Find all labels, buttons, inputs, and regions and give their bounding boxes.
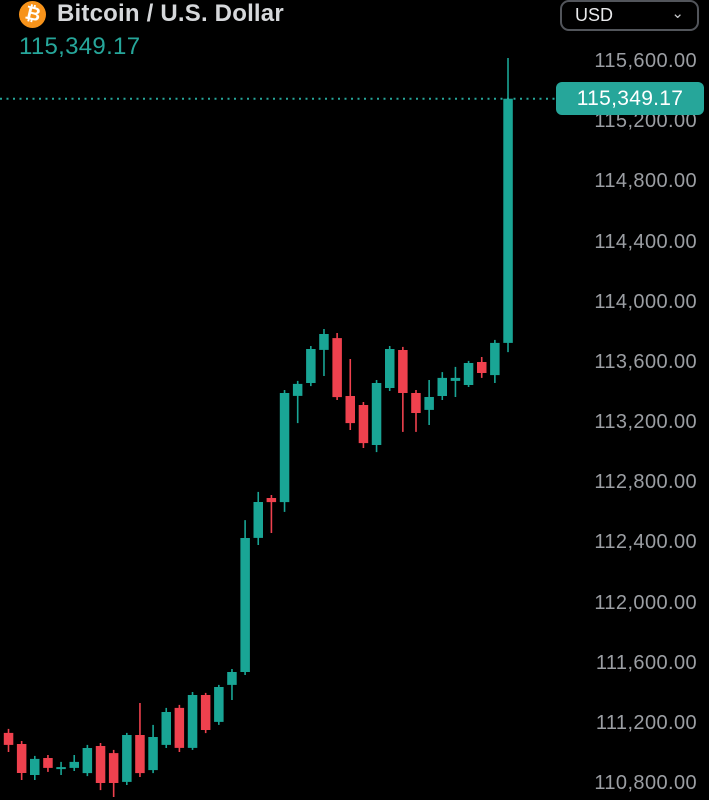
candle-body <box>292 383 303 396</box>
symbol-title: Bitcoin / U.S. Dollar <box>57 0 284 27</box>
candle-body <box>398 350 408 393</box>
last-price-badge: 115,349.17 <box>556 82 704 116</box>
price-axis-label: 114,400.00 <box>594 230 697 253</box>
candle-body <box>358 405 369 444</box>
candle-body <box>174 707 185 748</box>
currency-select-value: USD <box>575 5 614 25</box>
price-axis-label: 113,600.00 <box>594 350 697 373</box>
price-axis-label: 112,400.00 <box>594 531 697 554</box>
price-axis-label: 112,000.00 <box>594 591 697 614</box>
bitcoin-icon: ₿ <box>19 1 46 28</box>
candle-body <box>503 98 513 343</box>
candle-body <box>200 695 211 730</box>
candle-body <box>477 362 487 373</box>
price-axis-label: 114,000.00 <box>594 290 697 313</box>
candle-body <box>385 349 395 388</box>
candle-body <box>161 712 171 745</box>
currency-select[interactable]: USD ⌄ <box>560 0 699 31</box>
price-axis-label: 115,200.00 <box>594 110 697 133</box>
candle-body <box>279 393 290 503</box>
candle-body <box>135 735 145 774</box>
candle-body <box>108 753 119 783</box>
chevron-down-icon: ⌄ <box>671 5 684 22</box>
price-axis-label: 115,600.00 <box>594 50 697 72</box>
candle-body <box>490 342 500 376</box>
candle-body <box>56 767 66 770</box>
candle-body <box>463 363 474 385</box>
candle-body <box>214 687 224 722</box>
candle-body <box>69 761 79 768</box>
price-axis-label: 110,800.00 <box>594 772 697 794</box>
bitcoin-glyph: ₿ <box>22 2 43 27</box>
candle-body <box>411 393 421 413</box>
price-axis-label: 114,800.00 <box>594 170 697 193</box>
price-axis-label: 111,600.00 <box>595 651 697 674</box>
candle-body <box>3 732 14 745</box>
candle-body <box>371 383 382 445</box>
candle-body <box>437 377 447 396</box>
candle-body <box>319 334 329 350</box>
candle-body <box>266 498 277 503</box>
price-axis[interactable]: 115,600.00 115,200.00 114,800.00 114,400.00… <box>537 0 697 800</box>
candle-body <box>16 744 27 773</box>
current-price: 115,349.17 <box>19 33 141 60</box>
candle-body <box>240 538 250 672</box>
candle-body <box>332 338 342 398</box>
candle-body <box>345 396 355 424</box>
candle-body <box>122 735 132 782</box>
candle-body <box>253 502 263 538</box>
candle-body <box>82 748 93 774</box>
price-axis-label: 111,200.00 <box>595 711 697 734</box>
candle-body <box>424 397 434 410</box>
candle-body <box>148 737 158 771</box>
candle-body <box>43 758 53 768</box>
candle-body <box>227 672 237 685</box>
price-axis-label: 112,800.00 <box>594 471 697 494</box>
candle-body <box>306 349 316 383</box>
price-axis-label: 113,200.00 <box>594 411 697 433</box>
candle-body <box>450 377 461 381</box>
candle-body <box>30 758 40 775</box>
candle-body <box>187 695 198 748</box>
candle-body <box>95 746 106 783</box>
